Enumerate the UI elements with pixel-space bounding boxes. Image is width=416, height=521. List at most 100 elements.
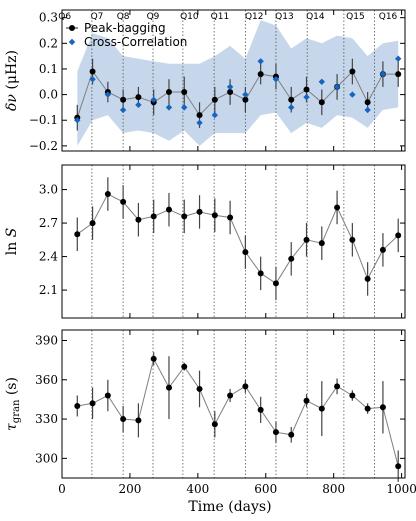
quarter-label: Q14 (306, 12, 325, 22)
quarter-label: Q10 (180, 12, 199, 22)
panel-frame (61, 9, 406, 152)
quarter-label: Q12 (245, 12, 264, 22)
data-point (135, 417, 142, 424)
data-point (211, 421, 218, 428)
data-point (165, 384, 172, 391)
data-point (364, 275, 371, 282)
y-axis-title-subscript: gran (11, 399, 22, 423)
y-tick-label: 3.0 (39, 183, 58, 197)
data-point (196, 385, 203, 392)
quarter-label: Q16 (379, 12, 398, 22)
cross-correlation-point (196, 119, 203, 126)
x-tick-label: 600 (254, 482, 277, 496)
data-point (227, 89, 234, 96)
y-axis-title-unit: (s) (4, 377, 20, 400)
data-point (181, 363, 188, 370)
cross-correlation-point (119, 106, 127, 114)
data-point (150, 355, 157, 362)
quarter-label: Q9 (147, 12, 160, 22)
data-point (318, 99, 325, 106)
cross-correlation-point (349, 91, 356, 98)
data-point (120, 198, 127, 205)
x-tick-label: 1000 (386, 482, 416, 496)
data-point (181, 89, 188, 96)
y-axis-title-unit: (μHz) (4, 50, 20, 94)
data-point (74, 231, 81, 238)
series-line (77, 357, 399, 467)
data-point (288, 96, 295, 103)
data-point (89, 400, 96, 407)
legend-marker-peak (69, 25, 75, 31)
cross-correlation-point (211, 111, 219, 119)
y-tick-label: 300 (35, 451, 58, 465)
cross-correlation-point (379, 70, 387, 78)
panel-log-s: 2.1 2.4 2.7 3.0 ln S (4, 164, 406, 319)
data-point (349, 68, 356, 75)
panel-frame (61, 164, 406, 319)
data-point (303, 86, 310, 93)
cross-correlation-point (150, 96, 157, 103)
cross-correlation-point (226, 83, 234, 91)
cross-correlation-point (242, 91, 249, 98)
cross-correlation-point (89, 76, 96, 83)
y-axis-title-fn: ln (4, 237, 20, 255)
legend-label: Cross-Correlation (84, 35, 187, 49)
y-tick-label: 2.7 (39, 216, 58, 230)
data-point (272, 429, 279, 436)
data-point (89, 68, 96, 75)
data-point (104, 191, 111, 198)
cross-correlation-point (104, 91, 112, 98)
cross-correlation-point (364, 106, 371, 114)
cross-correlation-point (333, 83, 341, 91)
data-point (334, 383, 341, 390)
cross-correlation-point (181, 104, 188, 111)
y-axis-title: ln S (4, 228, 20, 256)
data-point (257, 71, 264, 78)
data-point (120, 96, 127, 103)
quarter-label: Q13 (275, 12, 294, 22)
legend-marker-cross (68, 38, 76, 46)
cross-correlation-point (257, 58, 264, 65)
y-axis-title: τgran (s) (4, 377, 22, 431)
y-tick-label: 360 (35, 373, 58, 387)
data-point (181, 213, 188, 220)
data-point (349, 392, 356, 399)
data-point (196, 208, 203, 215)
quarter-label: Q8 (117, 12, 130, 22)
y-tick-label: 2.1 (39, 283, 58, 297)
quarter-label: Q11 (211, 12, 230, 22)
panel-frame (61, 329, 406, 479)
data-point (395, 71, 402, 78)
data-point (395, 463, 402, 470)
cross-correlation-point (288, 104, 295, 111)
panel-tau-gran: 300 330 360 390 0 200 400 600 800 1000 τgran (s) (4, 329, 416, 496)
data-point (379, 246, 386, 253)
data-point (211, 96, 218, 103)
panel-frequency-shift: Q6 Q7 Q8 Q9 Q10 Q11 Q12 Q13 Q14 Q15 Q16 −0.2 −0.1 0.0… (4, 9, 406, 153)
cross-correlation-point (303, 93, 310, 101)
data-point (135, 94, 142, 101)
data-point (227, 392, 234, 399)
x-tick-label: 0 (58, 482, 66, 496)
data-point (318, 405, 325, 412)
quarter-label: Q7 (91, 12, 104, 22)
data-point (196, 112, 203, 119)
y-tick-label: 330 (35, 412, 58, 426)
y-tick-label: 0.2 (39, 36, 58, 50)
y-axis-title-symbol: τ (4, 423, 20, 431)
data-point (272, 280, 279, 287)
series-line (77, 193, 399, 285)
data-point (318, 240, 325, 247)
data-point (89, 220, 96, 227)
x-tick-label: 200 (118, 482, 141, 496)
y-tick-label: 390 (35, 333, 58, 347)
y-tick-label: 0.0 (39, 88, 58, 102)
data-point (395, 232, 402, 239)
data-point (288, 255, 295, 262)
cross-correlation-point (318, 78, 325, 85)
quarter-label: Q6 (58, 12, 71, 22)
cross-correlation-point (165, 104, 173, 111)
legend-label: Peak-bagging (84, 21, 166, 35)
data-point (349, 236, 356, 243)
quarter-label: Q15 (346, 12, 365, 22)
